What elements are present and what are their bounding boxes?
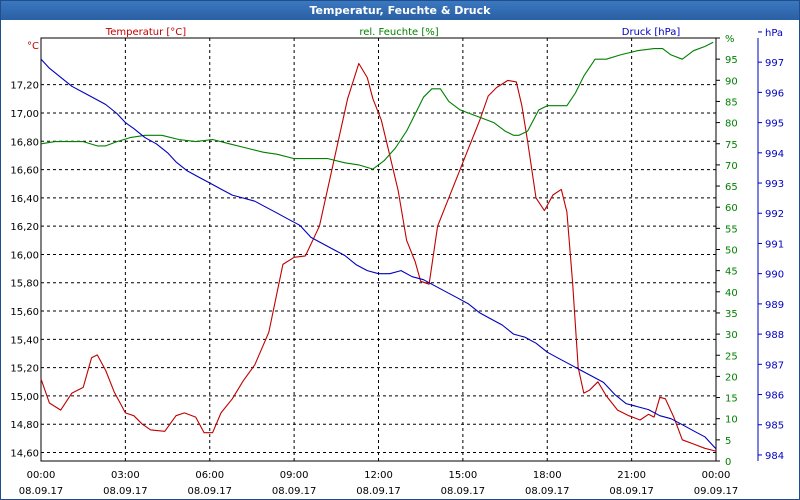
x-tick-date: 08.09.17 [356,486,401,497]
x-tick-time: 00:00 [27,470,56,481]
y-tick-pressure: 996 [765,88,784,99]
y-tick-pressure: 991 [765,239,784,250]
series-label-humidity: rel. Feuchte [%] [359,27,438,38]
window-title: Temperatur, Feuchte & Druck [1,1,799,20]
y-tick-pressure: 984 [765,451,784,462]
y-tick-temperature: 17,20 [10,81,39,92]
series-line-humidity [40,41,714,170]
y-tick-pressure: 995 [765,119,784,130]
y-tick-humidity: 85 [725,97,738,108]
y-tick-pressure: 988 [765,330,784,341]
x-tick-date: 08.09.17 [19,486,64,497]
x-tick-time: 21:00 [617,470,646,481]
y-tick-pressure: 986 [765,391,784,402]
x-tick-time: 18:00 [533,470,562,481]
y-tick-humidity: 70 [725,161,738,172]
x-tick-time: 12:00 [364,470,393,481]
x-tick-date: 09.09.17 [694,486,739,497]
y-tick-temperature: 15,80 [10,279,39,290]
x-tick-date: 08.09.17 [103,486,148,497]
y-tick-pressure: 992 [765,209,784,220]
y-tick-humidity: 40 [725,288,738,299]
y-tick-humidity: 55 [725,224,738,235]
y-tick-humidity: 90 [725,76,738,87]
x-tick-time: 00:00 [702,470,731,481]
y-tick-pressure: 990 [765,270,784,281]
y-tick-humidity: 35 [725,309,738,320]
series-line-pressure [40,58,717,450]
series-label-temperature: Temperatur [°C] [105,27,186,38]
x-tick-date: 08.09.17 [525,486,570,497]
y-tick-temperature: 15,60 [10,307,39,318]
y-tick-humidity: % [725,34,735,45]
y-tick-pressure: 993 [765,179,784,190]
y-tick-humidity: 45 [725,267,738,278]
y-tick-temperature: 16,80 [10,137,39,148]
y-tick-humidity: 75 [725,140,738,151]
y-tick-temperature: 17,00 [10,109,39,120]
y-tick-temperature: 15,40 [10,335,39,346]
y-tick-temperature: 16,60 [10,166,39,177]
x-tick-time: 15:00 [448,470,477,481]
y-tick-humidity: 5 [725,436,731,447]
x-tick-time: 09:00 [280,470,309,481]
x-tick-time: 03:00 [111,470,140,481]
y-tick-humidity: 15 [725,394,738,405]
y-tick-temperature: 16,20 [10,222,39,233]
y-tick-temperature: 14,60 [10,449,39,460]
y-tick-temperature: 14,80 [10,420,39,431]
y-tick-humidity: 30 [725,330,738,341]
x-tick-date: 08.09.17 [272,486,317,497]
y-tick-humidity: 10 [725,415,738,426]
y-tick-humidity: 95 [725,55,738,66]
y-tick-pressure: 989 [765,300,784,311]
series-label-pressure: Druck [hPa] [622,27,681,38]
y-tick-humidity: 20 [725,372,738,383]
y-tick-pressure: 994 [765,149,784,160]
x-tick-date: 08.09.17 [187,486,232,497]
y-tick-pressure: 985 [765,421,784,432]
y-tick-humidity: 65 [725,182,738,193]
x-tick-time: 06:00 [195,470,224,481]
y-tick-humidity: 60 [725,203,738,214]
y-tick-humidity: 25 [725,351,738,362]
y-tick-temperature: 16,00 [10,250,39,261]
y-tick-pressure: hPa [765,28,783,39]
series-line-temperature [40,62,717,452]
y-tick-pressure: 987 [765,360,784,371]
y-tick-humidity: 50 [725,246,738,257]
x-tick-date: 08.09.17 [441,486,486,497]
y-axis-unit-temperature: °C [27,41,39,52]
y-tick-humidity: 0 [725,457,731,468]
y-tick-humidity: 80 [725,119,738,130]
y-tick-temperature: 15,20 [10,364,39,375]
y-tick-pressure: 997 [765,58,784,69]
y-tick-temperature: 16,40 [10,194,39,205]
y-tick-temperature: 15,00 [10,392,39,403]
x-tick-date: 08.09.17 [609,486,654,497]
